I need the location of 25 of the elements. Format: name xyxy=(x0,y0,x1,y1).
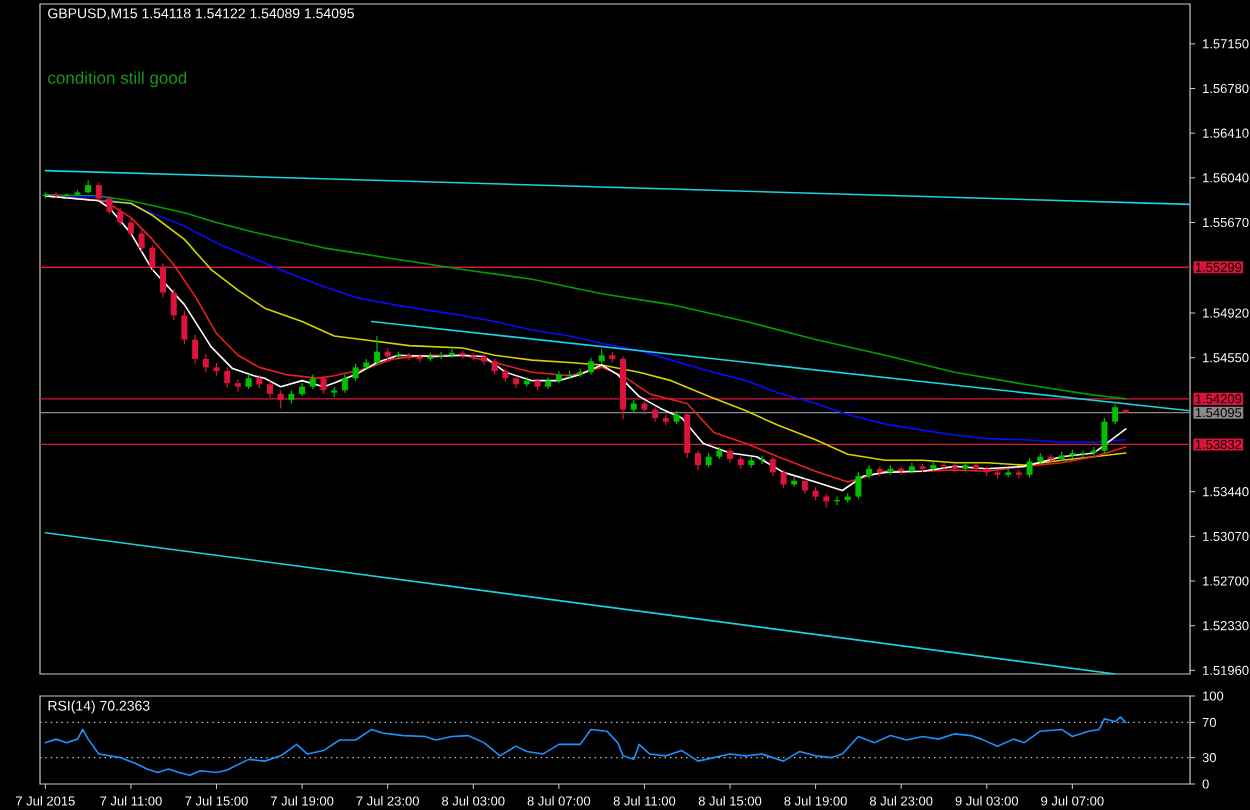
candlestick xyxy=(406,352,413,361)
candlestick xyxy=(95,182,102,202)
candlestick xyxy=(1101,417,1108,454)
line-series xyxy=(44,716,1127,776)
candlestick xyxy=(908,462,915,475)
candlestick xyxy=(1026,457,1033,478)
candlestick xyxy=(138,229,145,253)
candlestick xyxy=(234,378,241,393)
candlestick xyxy=(373,335,380,366)
candlestick xyxy=(780,469,787,489)
candlestick xyxy=(192,334,199,365)
candlestick xyxy=(106,195,113,215)
candlestick xyxy=(224,366,231,389)
candlestick xyxy=(202,353,209,373)
candlestick xyxy=(694,450,701,471)
candlestick xyxy=(1112,404,1119,425)
candlestick xyxy=(1015,469,1022,480)
candlestick xyxy=(181,310,188,346)
candlestick xyxy=(127,218,134,238)
candlestick xyxy=(117,207,124,227)
annotation: condition still good xyxy=(48,71,187,88)
candlestick xyxy=(170,288,177,321)
candlestick xyxy=(769,456,776,477)
candlestick xyxy=(855,471,862,500)
candlestick xyxy=(341,374,348,394)
